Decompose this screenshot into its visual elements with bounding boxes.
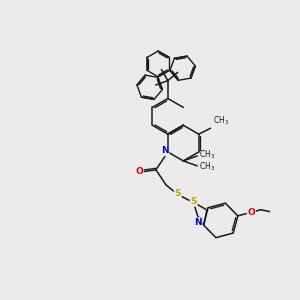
Text: O: O <box>135 167 143 176</box>
Text: S: S <box>190 197 197 206</box>
Text: CH$_3$: CH$_3$ <box>199 160 215 173</box>
Text: S: S <box>175 189 181 198</box>
Text: CH$_3$: CH$_3$ <box>199 149 215 161</box>
Text: CH$_3$: CH$_3$ <box>213 115 229 127</box>
Text: N: N <box>161 146 169 155</box>
Text: N: N <box>194 218 202 227</box>
Text: O: O <box>248 208 255 217</box>
